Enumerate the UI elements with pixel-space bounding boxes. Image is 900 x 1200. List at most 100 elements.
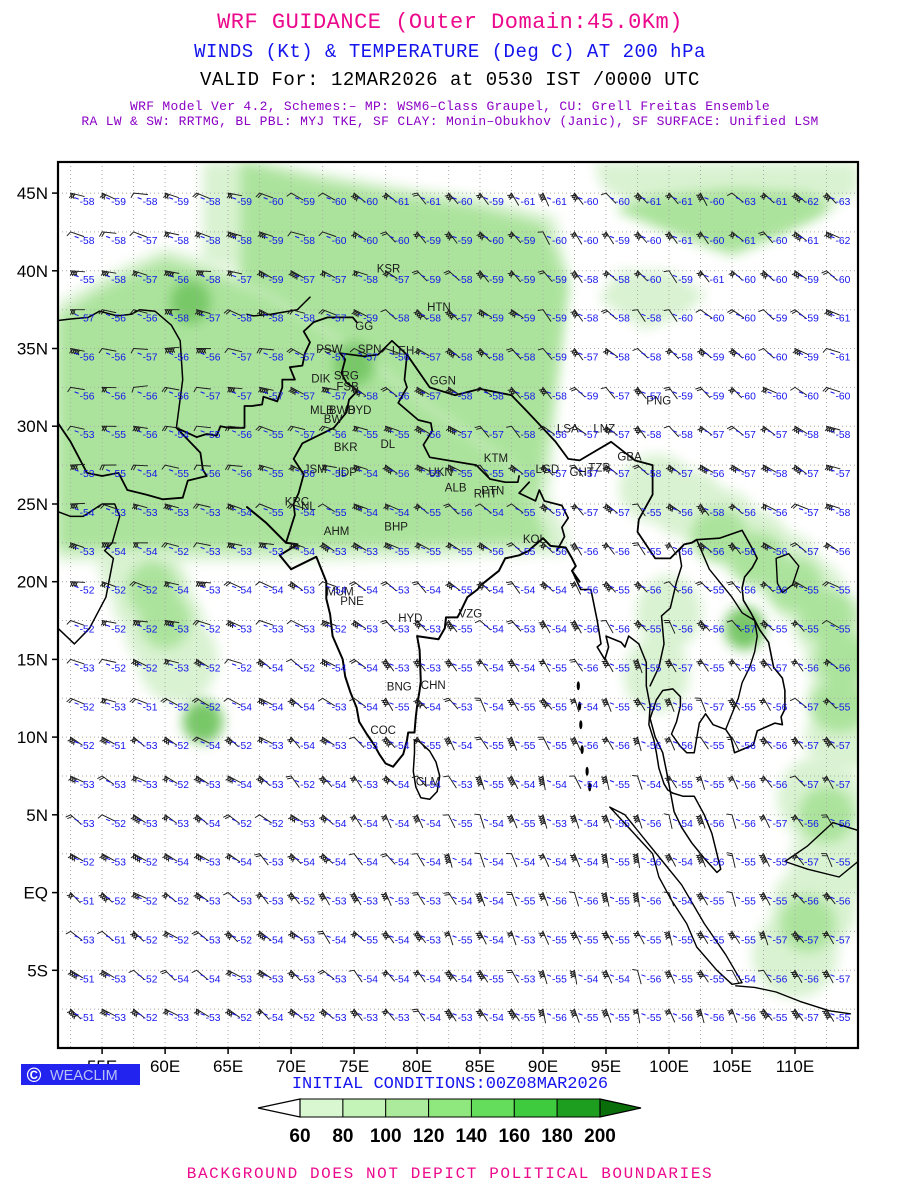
svg-text:-53: -53 [237, 897, 252, 908]
svg-text:-59: -59 [521, 236, 536, 247]
svg-text:-54: -54 [552, 858, 567, 869]
svg-text:-56: -56 [710, 625, 725, 636]
svg-text:-59: -59 [584, 391, 599, 402]
svg-text:-52: -52 [237, 935, 252, 946]
svg-text:-55: -55 [647, 935, 662, 946]
svg-text:-55: -55 [678, 935, 693, 946]
svg-text:-59: -59 [300, 197, 315, 208]
svg-text:-54: -54 [143, 547, 158, 558]
svg-text:-53: -53 [332, 547, 347, 558]
svg-text:-55: -55 [521, 741, 536, 752]
svg-text:-55: -55 [678, 780, 693, 791]
svg-text:-57: -57 [300, 430, 315, 441]
svg-text:-53: -53 [521, 935, 536, 946]
svg-text:-54: -54 [489, 586, 504, 597]
svg-text:-54: -54 [615, 974, 630, 985]
svg-text:-60: -60 [269, 197, 284, 208]
svg-text:-62: -62 [836, 236, 851, 247]
svg-text:-56: -56 [678, 741, 693, 752]
svg-text:-55: -55 [615, 819, 630, 830]
svg-text:-52: -52 [300, 1013, 315, 1024]
svg-text:-52: -52 [300, 897, 315, 908]
svg-text:-54: -54 [489, 935, 504, 946]
svg-text:-58: -58 [647, 353, 662, 364]
svg-text:-55: -55 [458, 663, 473, 674]
svg-text:-56: -56 [710, 858, 725, 869]
svg-text:-55: -55 [521, 702, 536, 713]
svg-text:-54: -54 [678, 819, 693, 830]
svg-text:-60: -60 [552, 236, 567, 247]
svg-text:-60: -60 [710, 236, 725, 247]
svg-text:-54: -54 [332, 858, 347, 869]
svg-text:-54: -54 [426, 702, 441, 713]
svg-text:-54: -54 [269, 586, 284, 597]
svg-text:-60: -60 [710, 197, 725, 208]
svg-text:-59: -59 [237, 197, 252, 208]
svg-text:-60: -60 [458, 197, 473, 208]
svg-text:-57: -57 [143, 236, 158, 247]
svg-text:-57: -57 [773, 430, 788, 441]
svg-text:-53: -53 [395, 663, 410, 674]
svg-text:-55: -55 [836, 586, 851, 597]
svg-text:DIK: DIK [311, 374, 331, 386]
svg-text:-55: -55 [363, 430, 378, 441]
svg-text:INITIAL CONDITIONS:00Z08MAR20: INITIAL CONDITIONS:00Z08MAR2026 [292, 1075, 608, 1094]
svg-text:-54: -54 [489, 625, 504, 636]
svg-text:-57: -57 [773, 663, 788, 674]
svg-text:10N: 10N [17, 728, 48, 747]
svg-text:-55: -55 [489, 469, 504, 480]
svg-text:-54: -54 [426, 586, 441, 597]
svg-text:-55: -55 [615, 935, 630, 946]
svg-text:-55: -55 [615, 586, 630, 597]
svg-text:-55: -55 [773, 858, 788, 869]
svg-text:-56: -56 [804, 897, 819, 908]
svg-text:140: 140 [456, 1126, 488, 1147]
svg-text:-57: -57 [804, 780, 819, 791]
svg-text:-54: -54 [143, 469, 158, 480]
svg-text:-52: -52 [174, 780, 189, 791]
svg-text:-56: -56 [804, 663, 819, 674]
svg-text:-54: -54 [489, 858, 504, 869]
svg-text:-56: -56 [206, 353, 221, 364]
svg-text:-56: -56 [678, 702, 693, 713]
svg-text:-53: -53 [363, 780, 378, 791]
svg-text:-56: -56 [584, 586, 599, 597]
svg-text:-61: -61 [552, 197, 567, 208]
svg-text:BNG: BNG [387, 682, 412, 694]
svg-text:-60: -60 [678, 314, 693, 325]
svg-text:-54: -54 [521, 780, 536, 791]
svg-text:-56: -56 [395, 469, 410, 480]
svg-text:-60: -60 [584, 197, 599, 208]
svg-text:-57: -57 [143, 353, 158, 364]
svg-text:-54: -54 [584, 974, 599, 985]
svg-text:-54: -54 [678, 858, 693, 869]
svg-text:VZG: VZG [459, 608, 483, 620]
svg-text:-56: -56 [773, 508, 788, 519]
svg-text:-53: -53 [80, 780, 95, 791]
svg-text:-54: -54 [489, 702, 504, 713]
svg-text:-54: -54 [206, 819, 221, 830]
svg-text:-55: -55 [458, 625, 473, 636]
svg-text:-58: -58 [836, 430, 851, 441]
svg-text:PNE: PNE [340, 596, 364, 608]
svg-text:-57: -57 [489, 430, 504, 441]
svg-text:-54: -54 [300, 702, 315, 713]
svg-text:-56: -56 [80, 353, 95, 364]
svg-text:-54: -54 [521, 586, 536, 597]
svg-text:-54: -54 [332, 819, 347, 830]
svg-text:-52: -52 [174, 897, 189, 908]
svg-text:-61: -61 [647, 197, 662, 208]
svg-text:-54: -54 [206, 974, 221, 985]
svg-text:-57: -57 [615, 469, 630, 480]
svg-text:-59: -59 [269, 236, 284, 247]
svg-text:-56: -56 [552, 1013, 567, 1024]
svg-text:35N: 35N [17, 340, 48, 359]
svg-text:-60: -60 [773, 275, 788, 286]
svg-text:-51: -51 [80, 1013, 95, 1024]
svg-text:-53: -53 [269, 858, 284, 869]
svg-text:-56: -56 [332, 430, 347, 441]
svg-text:-55: -55 [773, 897, 788, 908]
svg-text:-53: -53 [206, 508, 221, 519]
svg-text:-54: -54 [300, 547, 315, 558]
svg-text:-56: -56 [773, 547, 788, 558]
